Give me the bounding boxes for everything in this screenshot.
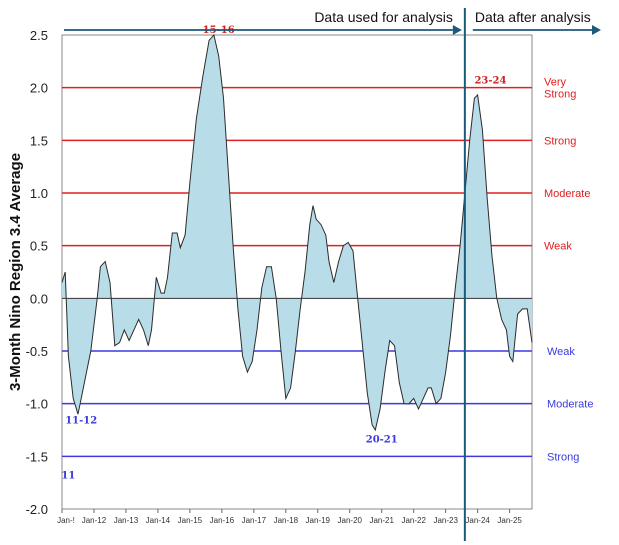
analysis-label: Data used for analysis: [314, 9, 453, 25]
x-tick-label: Jan-24: [465, 516, 490, 525]
x-tick-label: Jan-13: [114, 516, 139, 525]
x-tick-label: Jan-16: [210, 516, 235, 525]
x-tick-label: Jan-22: [401, 516, 426, 525]
y-tick-label: -2.0: [26, 502, 48, 517]
threshold-label: Weak: [547, 346, 575, 358]
series-line: [61, 33, 533, 432]
x-tick-label: Jan-19: [306, 516, 331, 525]
y-tick-label: 2.5: [30, 28, 48, 43]
x-tick-label: Jan-25: [497, 516, 522, 525]
y-tick-label: 0.0: [30, 291, 48, 306]
axes: 2.5 2.0 1.5 1.0 0.5 0.0 -0.5 -1.0 -1.5 -2.0 Jan-! J…: [26, 28, 532, 525]
x-tick-label: Jan-17: [242, 516, 267, 525]
event-label: 20-21: [366, 435, 398, 446]
event-label: 11: [61, 470, 75, 481]
x-tick-label: Jan-14: [146, 516, 171, 525]
x-tick-label: Jan-20: [338, 516, 363, 525]
plot-area: [61, 34, 533, 510]
threshold-label: Strong: [544, 135, 576, 147]
threshold-label: Strong: [544, 89, 576, 101]
threshold-label: Strong: [547, 451, 579, 463]
threshold-label: Moderate: [544, 188, 590, 200]
x-tick-label: Jan-23: [433, 516, 458, 525]
y-tick-label: -1.5: [26, 449, 48, 464]
threshold-label: Very: [544, 77, 567, 89]
y-tick-label: -1.0: [26, 397, 48, 412]
series-area: [62, 35, 532, 430]
x-tick-label: Jan-21: [369, 516, 394, 525]
y-tick-label: -0.5: [26, 344, 48, 359]
threshold-lines: [62, 86, 532, 458]
y-axis-label: 3-Month Nino Region 3.4 Average: [7, 153, 24, 391]
y-tick-label: 2.0: [30, 81, 48, 96]
after-arrowhead: [592, 25, 601, 35]
y-tick-label: 1.0: [30, 186, 48, 201]
plot-frame: [61, 34, 533, 510]
event-label: 23-24: [474, 75, 506, 86]
event-label: 11-12: [65, 416, 97, 427]
threshold-label: Moderate: [547, 399, 593, 411]
threshold-label: Weak: [544, 241, 572, 253]
series-layer: [61, 33, 533, 432]
analysis-arrowhead: [452, 25, 462, 35]
y-tick-label: 1.5: [30, 133, 48, 148]
x-tick-label: Jan-18: [274, 516, 299, 525]
x-tick-label: Jan-12: [82, 516, 107, 525]
x-tick-label: Jan-!: [57, 516, 75, 525]
after-analysis-label: Data after analysis: [475, 9, 591, 25]
x-tick-label: Jan-15: [178, 516, 203, 525]
y-tick-label: 0.5: [30, 239, 48, 254]
annotations-layer: Data used for analysis Data after analysi…: [64, 8, 601, 541]
